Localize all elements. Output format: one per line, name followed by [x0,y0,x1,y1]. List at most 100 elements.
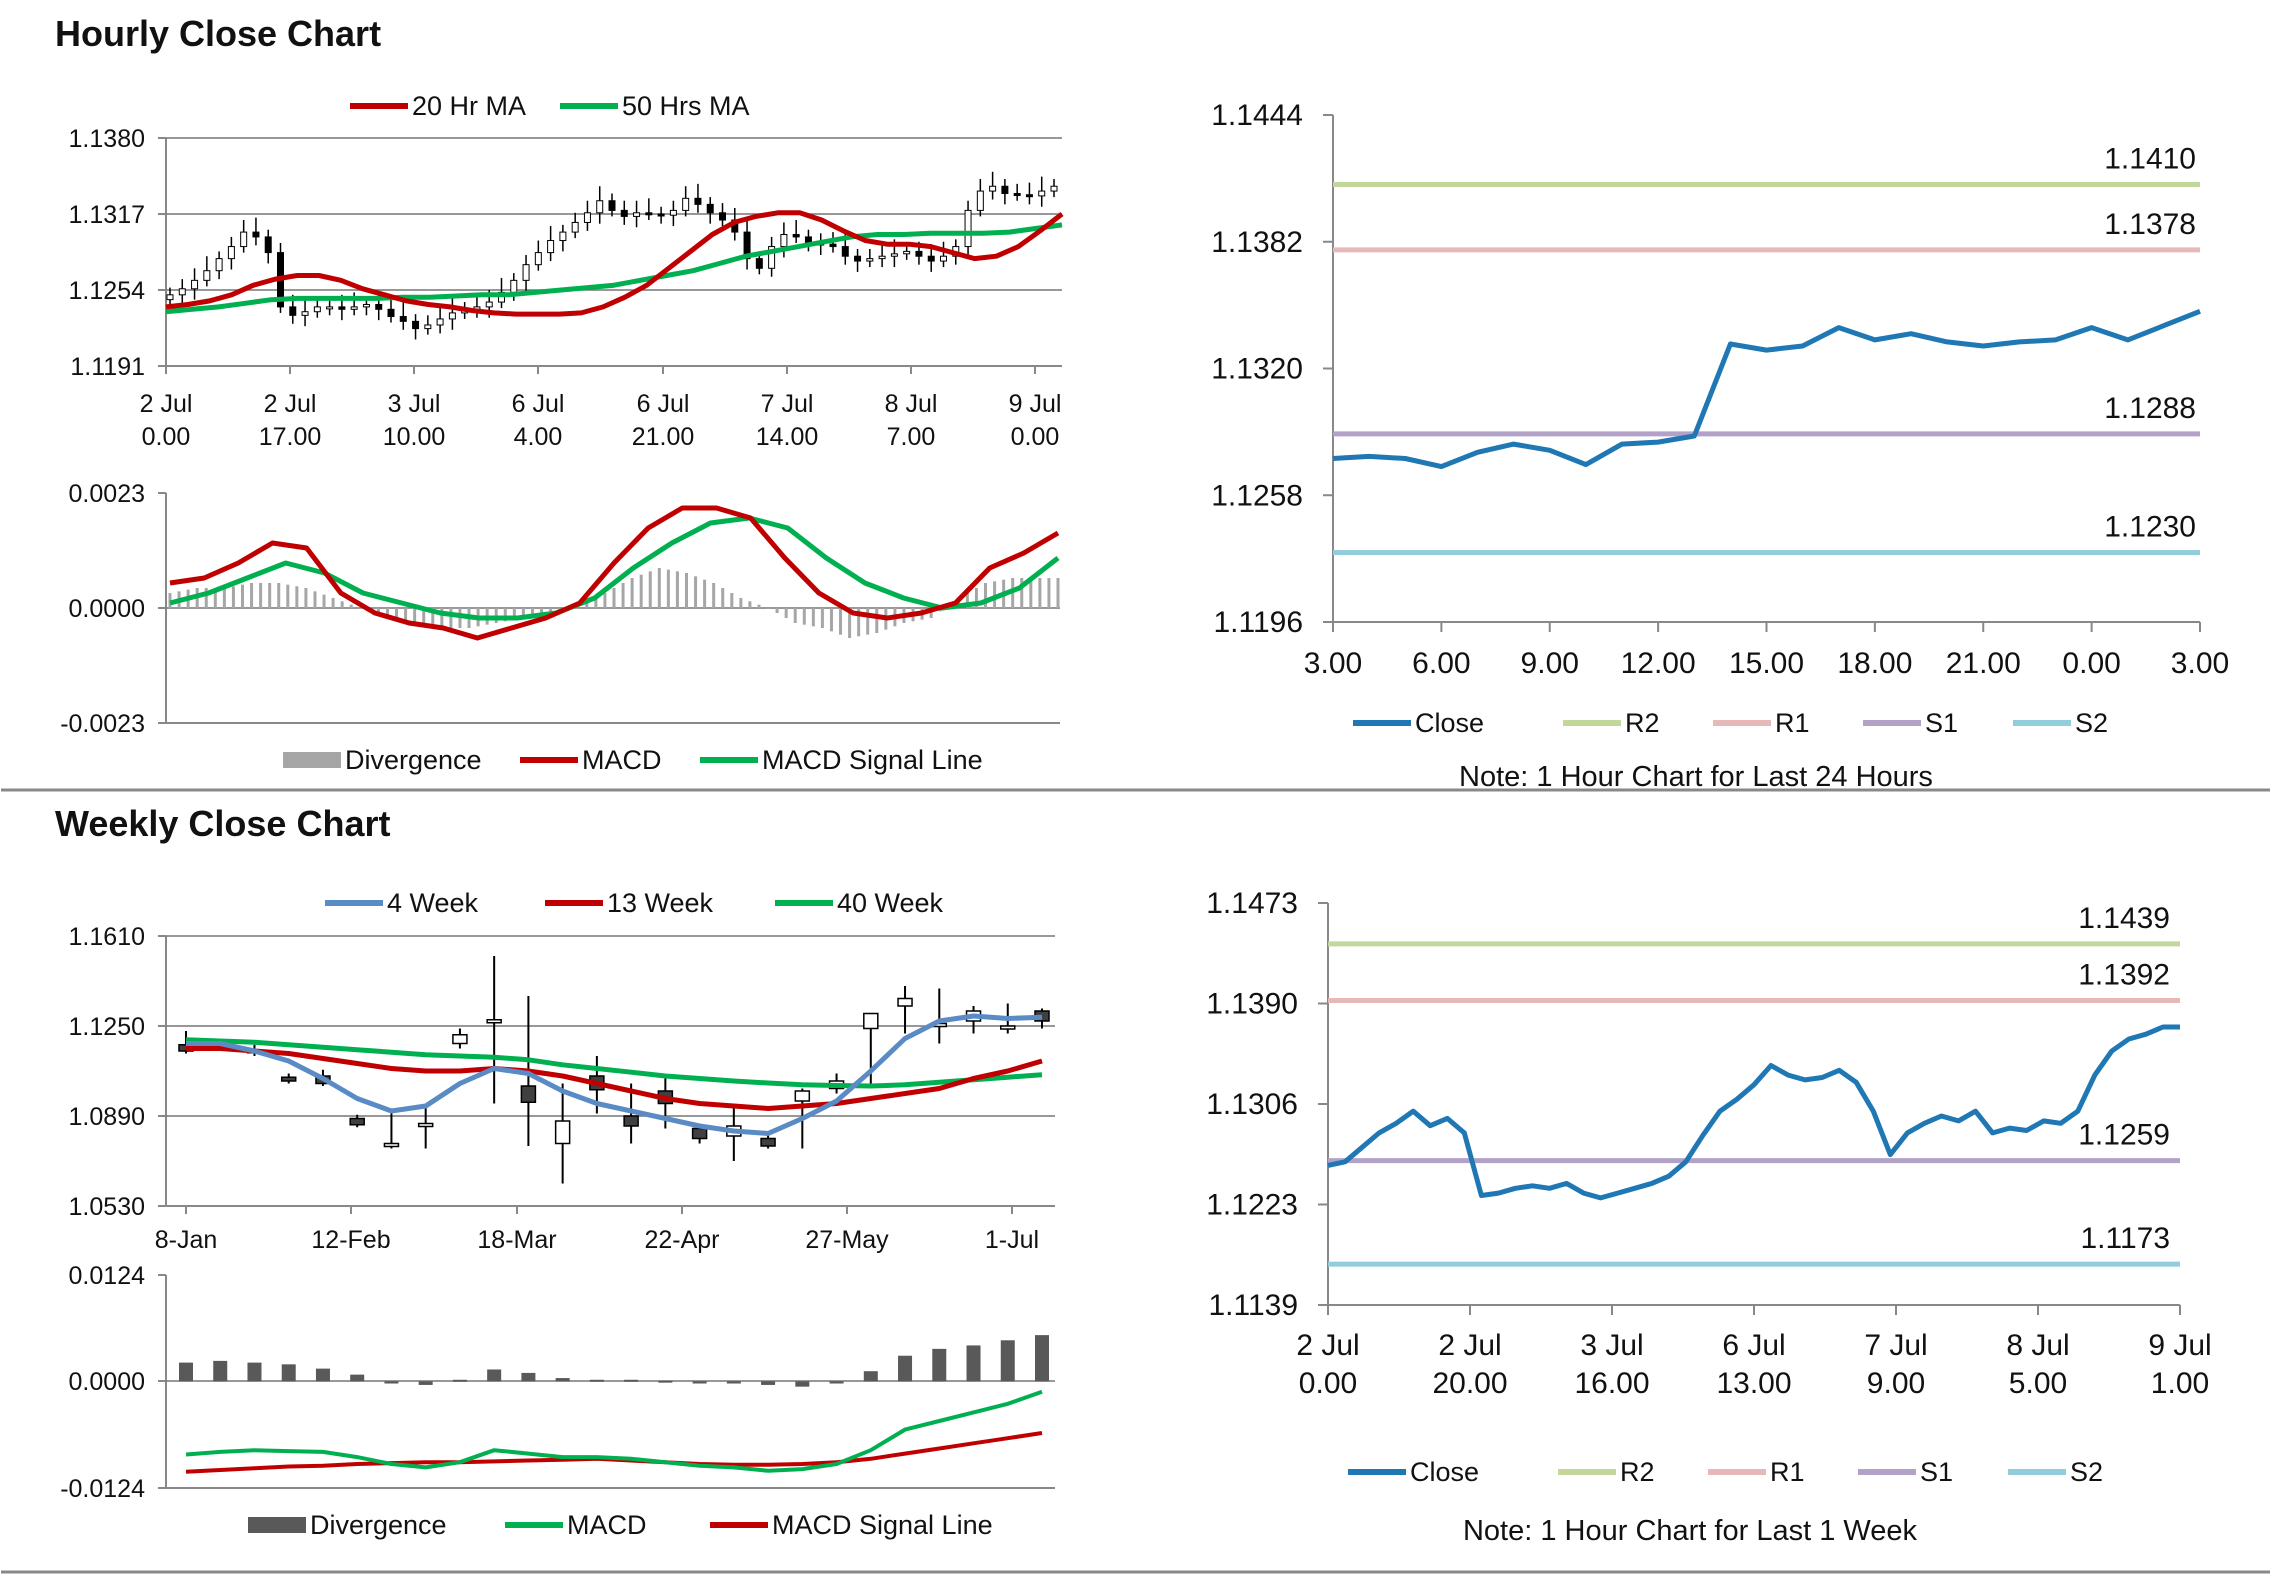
candle-body [743,231,751,260]
candle-body [691,1127,708,1140]
divergence-bar [929,608,933,618]
x-tick-label: 12-Feb [311,1226,390,1254]
divergence-bar [277,583,281,608]
candle-body [448,312,456,320]
legend-40-week-label: 40 Week [837,888,944,918]
x-tick-label: 3 Jul [388,390,441,418]
candle-body [252,231,260,238]
legend-close-label: Close [1415,708,1484,738]
x-tick-label: 9 Jul [1009,390,1062,418]
y-tick-label: 0.0023 [69,480,145,508]
level-s2-label: 1.1173 [2080,1222,2170,1255]
x-tick-label: 2 Jul [1438,1329,1501,1362]
candle-body [375,303,383,310]
candle-body [264,236,272,254]
divergence-bar [413,608,417,623]
level-s1-label: 1.1288 [2104,392,2196,425]
x-tick-label: 2 Jul [140,390,193,418]
x-tick-label: 17.00 [259,423,322,451]
divergence-bar [585,603,589,608]
x-tick-label: 9.00 [1521,647,1579,680]
y-tick-label: 1.1380 [69,125,145,153]
divergence-bar [965,593,969,608]
candle-body [215,258,223,272]
candle-body [191,279,199,290]
x-tick-label: 6 Jul [1722,1329,1785,1362]
divergence-bar [857,608,861,637]
y-tick-label: 1.1382 [1211,226,1303,259]
x-tick-label: 12.00 [1621,647,1696,680]
candle-body [301,311,309,316]
divergence-bar [692,1381,707,1384]
candle-body [633,212,641,217]
level-r1-label: 1.1378 [2104,208,2196,241]
x-tick-label: 8 Jul [2006,1329,2069,1362]
x-tick-label: 0.00 [1299,1367,1357,1400]
x-tick-label: 27-May [805,1226,889,1254]
y-tick-label: 1.0890 [69,1103,145,1131]
divergence-bar [295,586,299,608]
candle-body [227,246,235,260]
divergence-bar [1020,578,1024,608]
candle-body [452,1034,468,1045]
ma13-week-line [186,1046,1043,1111]
x-tick-label: 3.00 [1304,647,1362,680]
candle-body [927,255,935,262]
x-tick-label: 18-Mar [477,1226,556,1254]
x-tick-label: 6.00 [1412,647,1470,680]
y-tick-label: 1.1390 [1206,988,1298,1021]
candle-body [669,209,677,216]
candle-body [596,200,604,214]
y-tick-label: 1.1320 [1211,353,1303,386]
divergence-bar [648,571,652,608]
divergence-bar [795,1381,810,1387]
legend-s2-label: S2 [2075,708,2108,738]
y-tick-label: 0.0000 [69,1368,145,1396]
weekly-macd-chart: 0.0124 0.0000 -0.0124 Divergence MACD MACD Si… [60,1262,1055,1540]
candle-body [289,306,297,316]
divergence-bar [304,588,308,608]
y-tick-label: 1.1610 [69,923,145,951]
divergence-bar [286,584,290,608]
divergence-bar [766,608,770,609]
candle-body [203,270,211,281]
candle-body [878,255,886,260]
candle-body [399,316,407,322]
x-tick-label: 21.00 [1946,647,2021,680]
divergence-bar [793,608,797,623]
divergence-bar [213,588,217,608]
divergence-bar [385,608,389,618]
candle-body [608,200,616,211]
candle-body [412,320,420,330]
y-tick-label: 1.1473 [1206,887,1298,920]
divergence-bar [1035,1335,1049,1382]
divergence-bar [1056,578,1060,608]
weekly-section-title: Weekly Close Chart [55,803,390,844]
divergence-bar [784,608,788,618]
hourly-section-title: Hourly Close Chart [55,13,381,54]
x-tick-label: 1.00 [2151,1367,2209,1400]
candle-body [863,1012,879,1030]
legend-s1-label: S1 [1920,1457,1953,1487]
x-tick-label: 3.00 [2171,647,2229,680]
candle-body [313,306,321,313]
divergence-bar [829,1381,844,1384]
legend-s2-label: S2 [2070,1457,2103,1487]
divergence-bar [331,598,335,608]
candle-body [349,1117,365,1126]
candle-body [571,221,579,233]
candle-body [829,243,837,248]
divergence-bar [540,608,544,615]
x-tick-label: 9 Jul [2148,1329,2211,1362]
close-line [1327,1024,2180,1201]
divergence-bar [875,608,879,633]
divergence-bar [657,568,661,608]
x-tick-label: 0.00 [142,423,191,451]
candle-body [792,234,800,238]
divergence-bar [431,608,435,627]
x-tick-label: 3 Jul [1580,1329,1643,1362]
candle-body [522,264,530,281]
chart-note: Note: 1 Hour Chart for Last 24 Hours [1459,761,1933,793]
x-tick-label: 8 Jul [885,390,938,418]
divergence-bar [739,598,743,608]
